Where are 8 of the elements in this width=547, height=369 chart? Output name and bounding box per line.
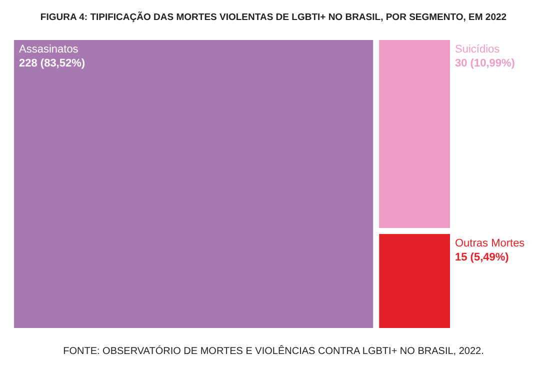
category-label: Suicídios — [455, 44, 500, 56]
category-label: Assasinatos — [19, 44, 79, 56]
source-note: FONTE: OBSERVATÓRIO DE MORTES E VIOLÊNCIAS CONTRA LGBTI+ NO BRASIL, 2022. — [62, 346, 485, 357]
data-label: 15 (5,49%) — [455, 252, 510, 264]
text: FIGURA 4: TIPIFICAÇÃO DAS MORTES VIOLENTAS DE LGBTI+ NO BRASIL, POR SEGMENTO, EM 2022 — [39, 10, 508, 24]
data-label: 30 (10,99%) — [455, 58, 516, 70]
category-label: Outras Mortes — [455, 238, 526, 250]
data-label: 228 (83,52%) — [19, 58, 86, 70]
